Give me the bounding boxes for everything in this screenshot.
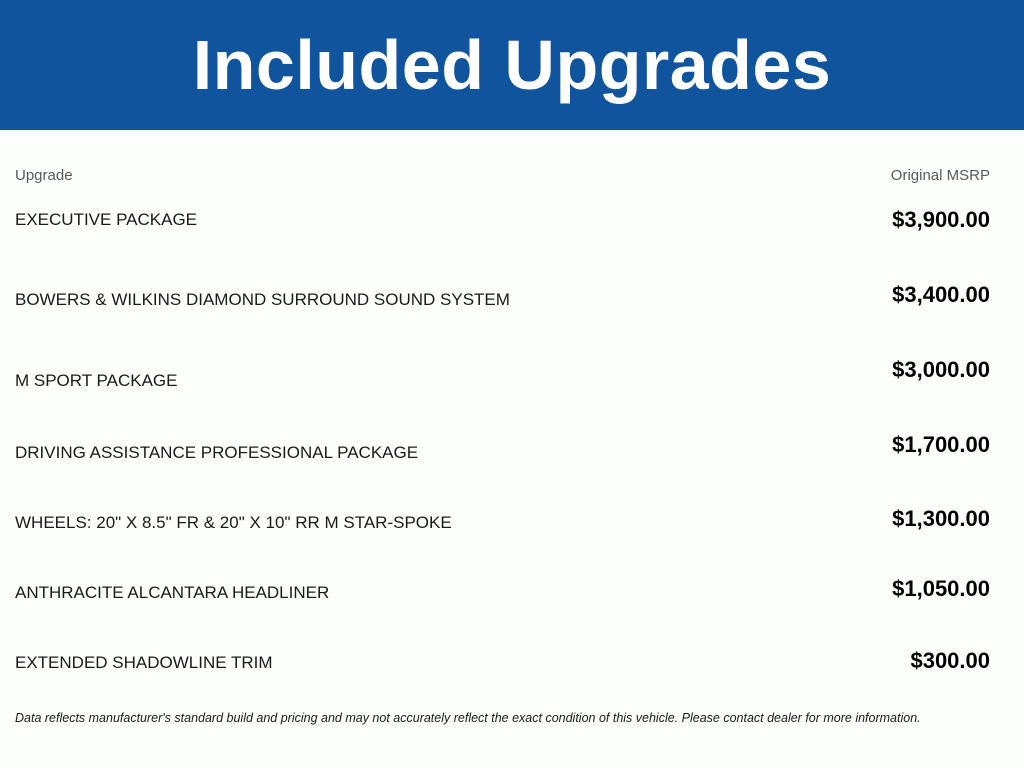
upgrade-price: $3,900.00 <box>892 207 990 232</box>
upgrade-price: $300.00 <box>910 648 990 673</box>
upgrade-name: DRIVING ASSISTANCE PROFESSIONAL PACKAGE <box>15 442 419 462</box>
table-header-row: Upgrade Original MSRP <box>15 130 990 184</box>
upgrade-price: $1,700.00 <box>892 432 990 457</box>
title-banner: Included Upgrades <box>0 0 1024 130</box>
upgrade-price: $3,400.00 <box>892 282 990 307</box>
disclaimer-text: Data reflects manufacturer's standard bu… <box>15 711 921 725</box>
table-row: BOWERS & WILKINS DIAMOND SURROUND SOUND … <box>15 256 990 344</box>
upgrade-name: BOWERS & WILKINS DIAMOND SURROUND SOUND … <box>15 289 510 309</box>
table-row: ANTHRACITE ALCANTARA HEADLINER $1,050.00 <box>15 558 990 628</box>
upgrade-name: EXECUTIVE PACKAGE <box>15 209 198 229</box>
upgrade-price: $3,000.00 <box>892 357 990 382</box>
table-row: M SPORT PACKAGE $3,000.00 <box>15 344 990 418</box>
upgrades-table: Upgrade Original MSRP EXECUTIVE PACKAGE … <box>0 130 1024 698</box>
table-row: EXECUTIVE PACKAGE $3,900.00 <box>15 184 990 256</box>
table-row: EXTENDED SHADOWLINE TRIM $300.00 <box>15 628 990 698</box>
upgrade-name: EXTENDED SHADOWLINE TRIM <box>15 652 273 672</box>
column-header-original-msrp: Original MSRP <box>890 167 990 184</box>
upgrade-price: $1,050.00 <box>892 576 990 601</box>
upgrade-name: M SPORT PACKAGE <box>15 370 178 390</box>
upgrade-name: WHEELS: 20" X 8.5" FR & 20" X 10" RR M S… <box>15 512 452 532</box>
upgrade-name: ANTHRACITE ALCANTARA HEADLINER <box>15 582 330 602</box>
table-row: WHEELS: 20" X 8.5" FR & 20" X 10" RR M S… <box>15 488 990 558</box>
column-header-upgrade: Upgrade <box>15 167 73 184</box>
upgrade-price: $1,300.00 <box>892 506 990 531</box>
table-row: DRIVING ASSISTANCE PROFESSIONAL PACKAGE … <box>15 418 990 488</box>
page-title: Included Upgrades <box>192 26 832 104</box>
